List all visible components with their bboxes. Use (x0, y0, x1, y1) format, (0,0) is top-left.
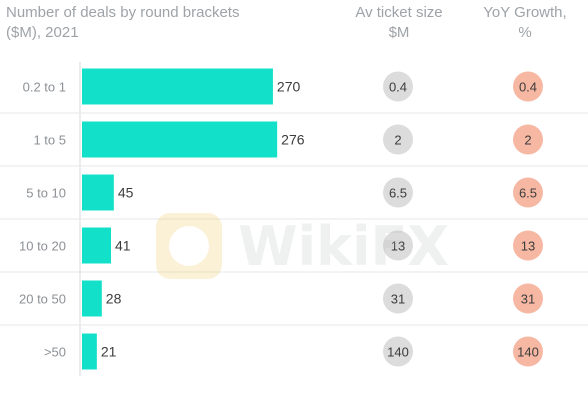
yoy-growth-circle (513, 336, 543, 367)
bar-value-label: 21 (101, 344, 117, 360)
category-label: 1 to 5 (33, 133, 66, 148)
yoy-growth-circle (513, 230, 543, 261)
bar (82, 333, 97, 370)
category-label: 0.2 to 1 (23, 80, 66, 95)
ticket-size-value: 140 (387, 345, 409, 360)
bar-value-label: 270 (277, 79, 301, 95)
yoy-growth-value: 31 (521, 292, 535, 307)
yoy-growth-value: 0.4 (519, 80, 537, 95)
bar (82, 280, 102, 317)
ticket-size-circle (383, 283, 413, 314)
bar (82, 121, 278, 158)
ticket-size-circle (383, 230, 413, 261)
category-label: 10 to 20 (19, 239, 66, 254)
category-label: 5 to 10 (26, 186, 66, 201)
ticket-size-value: 0.4 (389, 80, 407, 95)
ticket-size-circle (383, 71, 413, 102)
yoy-growth-circle (513, 71, 543, 102)
yoy-growth-circle (513, 177, 543, 208)
yoy-growth-value: 2 (524, 133, 531, 148)
bar (82, 227, 111, 264)
ticket-size-circle (383, 124, 413, 155)
bar-value-label: 41 (115, 238, 131, 254)
yoy-growth-header: YoY Growth, % (472, 3, 578, 43)
yoy-growth-value: 140 (517, 345, 539, 360)
yoy-growth-circle (513, 283, 543, 314)
bar (82, 174, 114, 211)
chart-title: Number of deals by round brackets ($M), … (6, 3, 286, 43)
ticket-size-value: 2 (394, 133, 401, 148)
ticket-size-value: 13 (391, 239, 405, 254)
yoy-growth-circle (513, 124, 543, 155)
ticket-size-value: 6.5 (389, 186, 407, 201)
bar-value-label: 45 (118, 185, 134, 201)
yoy-growth-header-line2: % (518, 24, 532, 41)
ticket-size-header: Av ticket size $M (340, 3, 458, 43)
yoy-growth-header-line1: YoY Growth, (483, 4, 567, 21)
category-label: >50 (44, 345, 66, 360)
ticket-size-value: 31 (391, 292, 405, 307)
category-label: 20 to 50 (19, 292, 66, 307)
ticket-size-circle (383, 336, 413, 367)
watermark-logo-icon (156, 213, 222, 279)
watermark-text: WikiFX (238, 215, 449, 278)
yoy-growth-value: 6.5 (519, 186, 537, 201)
chart-title-line2: ($M), 2021 (6, 24, 79, 41)
watermark: WikiFX (156, 213, 449, 279)
bar-value-label: 28 (106, 291, 122, 307)
bar (82, 68, 273, 105)
ticket-size-circle (383, 177, 413, 208)
ticket-size-header-line1: Av ticket size (355, 4, 443, 21)
yoy-growth-value: 13 (521, 239, 535, 254)
ticket-size-header-line2: $M (388, 24, 410, 41)
chart-title-line1: Number of deals by round brackets (6, 4, 240, 21)
bar-value-label: 276 (281, 132, 305, 148)
